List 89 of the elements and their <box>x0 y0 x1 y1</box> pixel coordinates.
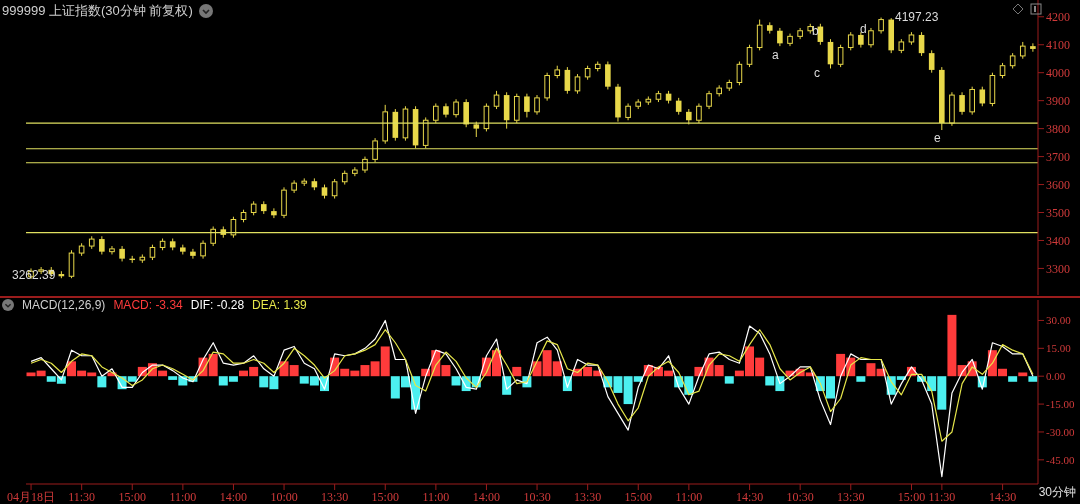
y-tick-label: 4100 <box>1046 38 1070 52</box>
candlestick <box>797 27 803 40</box>
x-tick-label: 15:00 <box>118 489 146 504</box>
x-tick-label: 14:00 <box>219 489 248 504</box>
candlestick <box>878 17 884 35</box>
candlestick <box>544 72 550 102</box>
bar <box>866 363 876 377</box>
x-tick-label: 14:30 <box>735 489 764 504</box>
text: DEA: 1.39 <box>252 298 307 312</box>
bar <box>1008 376 1018 382</box>
bar <box>97 376 107 388</box>
x-tick-label: 11:00 <box>422 489 450 504</box>
chart-title: MACD(12,26,9) <box>22 298 106 312</box>
candlestick <box>979 86 986 107</box>
x-tick-label: 10:30 <box>523 489 551 504</box>
candlestick <box>777 27 783 47</box>
candlestick <box>281 186 287 219</box>
candlestick <box>949 91 955 127</box>
y-tick-label: 3600 <box>1046 177 1070 192</box>
y-tick-label: -45.00 <box>1046 453 1075 466</box>
x-tick-label: 11:30 <box>928 489 956 504</box>
y-tick-label: -30.00 <box>1046 425 1075 438</box>
candlestick <box>463 98 469 128</box>
candlestick <box>109 245 115 255</box>
y-tick-label: 3700 <box>1046 149 1070 164</box>
y-tick-label: 0.00 <box>1046 370 1066 383</box>
text: DIF: -0.28 <box>190 298 245 312</box>
x-tick-label: 15:00 <box>897 489 926 504</box>
annotation: c <box>814 66 820 80</box>
candlestick <box>534 94 540 116</box>
x-tick-label: 13:30 <box>573 489 602 504</box>
candlestick <box>524 93 530 118</box>
candlestick <box>605 61 611 90</box>
annotation: 4197.23 <box>895 10 939 24</box>
y-tick-label: 3800 <box>1046 121 1070 136</box>
candlestick <box>352 166 358 177</box>
y-tick-label: 4000 <box>1046 65 1070 80</box>
bar <box>947 314 957 377</box>
y-tick-label: 3500 <box>1046 205 1070 220</box>
x-tick-label: 14:30 <box>988 489 1017 504</box>
chart-title: 999999 上证指数(30分钟 前复权) <box>2 2 193 20</box>
annotation: e <box>934 131 941 145</box>
candlestick <box>453 98 459 118</box>
annotation: d <box>860 22 867 36</box>
y-tick-label: 3400 <box>1046 233 1070 248</box>
x-tick-label: 11:00 <box>675 489 703 504</box>
y-tick-label: 3900 <box>1046 93 1070 108</box>
candlestick <box>291 179 297 194</box>
annotation: a <box>772 48 779 62</box>
candlestick <box>190 248 196 260</box>
bar <box>1018 372 1028 377</box>
annotation: 3262.39 <box>12 268 56 282</box>
candlestick <box>372 137 378 163</box>
candlestick <box>787 33 793 47</box>
x-tick-label: 04月18日 <box>7 489 56 504</box>
x-tick-label: 11:00 <box>169 489 197 504</box>
x-axis-title: 30分钟 <box>1038 484 1076 501</box>
x-tick-label: 13:30 <box>320 489 349 504</box>
x-tick-label: 10:00 <box>270 489 298 504</box>
candlestick <box>928 49 935 74</box>
candlestick <box>564 66 571 95</box>
y-tick-label: 3300 <box>1046 261 1070 276</box>
candlestick <box>200 239 206 260</box>
line-series <box>30 329 1034 442</box>
line-series <box>30 319 1034 478</box>
annotation: b <box>812 24 819 38</box>
x-tick-label: 11:30 <box>68 489 96 504</box>
y-tick-label: 30.00 <box>1046 314 1072 327</box>
candlestick <box>706 90 712 110</box>
x-tick-label: 15:00 <box>371 489 399 504</box>
bar <box>724 376 734 384</box>
text: MACD: -3.34 <box>113 298 183 312</box>
x-tick-label: 10:30 <box>786 489 814 504</box>
candlestick <box>99 235 105 255</box>
x-tick-label: 13:30 <box>837 489 865 504</box>
x-tick-label: 15:00 <box>624 489 652 504</box>
x-tick-label: 14:00 <box>472 489 501 504</box>
candlestick <box>959 91 965 116</box>
candlestick <box>625 102 631 121</box>
candlestick <box>271 207 277 219</box>
y-tick-label: -15.00 <box>1046 397 1075 410</box>
bar <box>856 376 866 382</box>
y-tick-label: 15.00 <box>1046 342 1072 355</box>
bar <box>1028 376 1038 382</box>
y-tick-label: 4200 <box>1046 10 1070 25</box>
candlestick <box>362 156 368 174</box>
bar <box>512 366 522 377</box>
candlestick <box>868 27 874 49</box>
candlestick <box>1030 42 1036 53</box>
